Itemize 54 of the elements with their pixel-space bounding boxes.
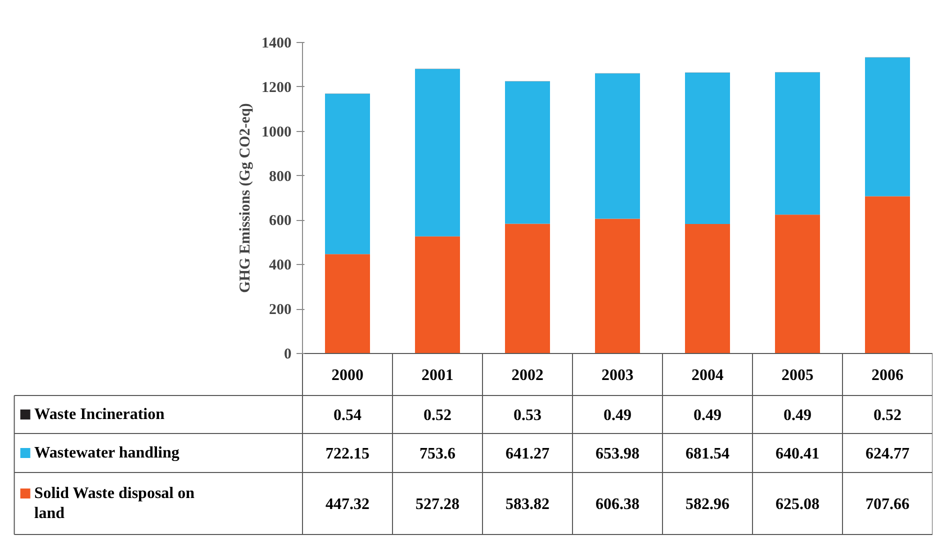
bar [415,236,460,354]
data-label: 0.49 [784,407,812,424]
bar [775,72,820,215]
data-label: 527.28 [416,496,460,513]
y-tick-label: 1200 [262,80,292,96]
data-label: 0.49 [604,407,632,424]
data-label: 0.52 [874,407,902,424]
legend-label: Solid Waste disposal on land [34,484,195,522]
bar [325,94,370,254]
data-label: 624.77 [866,446,910,462]
bar [325,254,370,354]
data-label: 0.52 [424,407,452,424]
y-tick-label: 600 [269,213,292,230]
bar [505,81,550,224]
y-tick-label: 800 [269,168,292,185]
x-tick-label: 2003 [602,367,634,384]
y-axis-title: GHG Emissions (Gg CO2-eq) [238,103,254,293]
bar [865,58,910,196]
data-label: 0.53 [514,407,542,424]
data-label: 640.41 [776,446,820,462]
x-tick-label: 2005 [782,367,814,384]
legend-label: Waste Incineration [34,406,165,423]
y-tick-label: 400 [269,258,292,274]
data-label: 681.54 [686,446,730,462]
y-tick-label: 1400 [262,36,292,52]
bar [595,218,640,354]
data-label: 722.15 [326,446,370,462]
data-label: 707.66 [866,496,910,513]
data-label: 753.6 [420,446,456,462]
x-tick-label: 2006 [872,367,904,384]
bar [685,224,730,354]
data-label: 606.38 [596,496,640,513]
data-label: 641.27 [506,446,550,462]
x-tick-label: 2000 [332,367,364,384]
data-label: 625.08 [776,496,820,513]
bar [415,68,460,236]
y-tick-label: 1000 [262,124,292,140]
bar [505,224,550,354]
bar [685,72,730,224]
y-tick-label: 0 [284,346,292,362]
bar [595,74,640,219]
x-tick-label: 2004 [692,367,724,384]
data-label: 0.49 [694,407,722,424]
x-tick-label: 2001 [422,367,454,384]
data-label: 653.98 [596,446,640,462]
bar [865,196,910,354]
bar [775,214,820,354]
data-label: 0.54 [334,407,362,424]
y-tick-label: 200 [269,302,292,318]
legend-label: Wastewater handling [34,444,180,462]
data-label: 582.96 [686,496,730,513]
data-label: 583.82 [506,496,550,513]
data-label: 447.32 [326,496,370,513]
x-tick-label: 2002 [512,367,544,384]
